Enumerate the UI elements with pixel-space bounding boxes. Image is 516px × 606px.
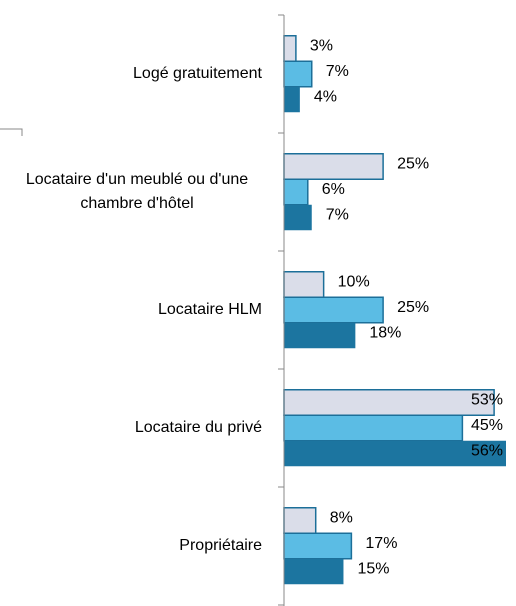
- bar: [283, 35, 297, 62]
- bar: [283, 296, 384, 324]
- value-label: 15%: [357, 561, 389, 578]
- category-label: Propriétaire: [0, 534, 262, 558]
- value-label: 8%: [330, 510, 353, 527]
- bar: [284, 204, 312, 231]
- category-text: Locataire du privé: [134, 419, 262, 436]
- value-label: 7%: [326, 63, 349, 80]
- bar: [283, 271, 325, 298]
- bar: [283, 507, 317, 534]
- category-text: Locataire d'un meublé ou d'une chambre d…: [25, 171, 249, 212]
- bar: [284, 86, 300, 113]
- bar: [283, 153, 384, 180]
- value-label: 45%: [471, 417, 503, 434]
- category-text: Locataire HLM: [157, 301, 262, 318]
- value-label: 6%: [322, 181, 345, 198]
- value-label: 17%: [365, 535, 397, 552]
- value-label: 25%: [397, 156, 429, 173]
- category-label: Locataire du privé: [0, 416, 262, 440]
- bar: [283, 60, 313, 88]
- frame-corner: [0, 128, 23, 136]
- bar: [283, 414, 464, 442]
- value-label: 4%: [314, 89, 337, 106]
- value-label: 56%: [471, 443, 503, 460]
- value-label: 25%: [397, 299, 429, 316]
- category-text: Propriétaire: [179, 537, 262, 554]
- bar: [284, 440, 506, 467]
- category-text: Logé gratuitement: [133, 65, 262, 82]
- value-label: 7%: [326, 207, 349, 224]
- value-label: 3%: [310, 38, 333, 55]
- category-label: Locataire d'un meublé ou d'une chambre d…: [0, 168, 262, 216]
- category-label: Locataire HLM: [0, 298, 262, 322]
- bar: [284, 322, 356, 349]
- bar: [284, 558, 344, 585]
- value-label: 18%: [369, 325, 401, 342]
- bar: [283, 389, 495, 416]
- bar: [283, 178, 309, 206]
- bar: [283, 532, 353, 560]
- value-label: 53%: [471, 392, 503, 409]
- category-label: Logé gratuitement: [0, 62, 262, 86]
- value-label: 10%: [338, 274, 370, 291]
